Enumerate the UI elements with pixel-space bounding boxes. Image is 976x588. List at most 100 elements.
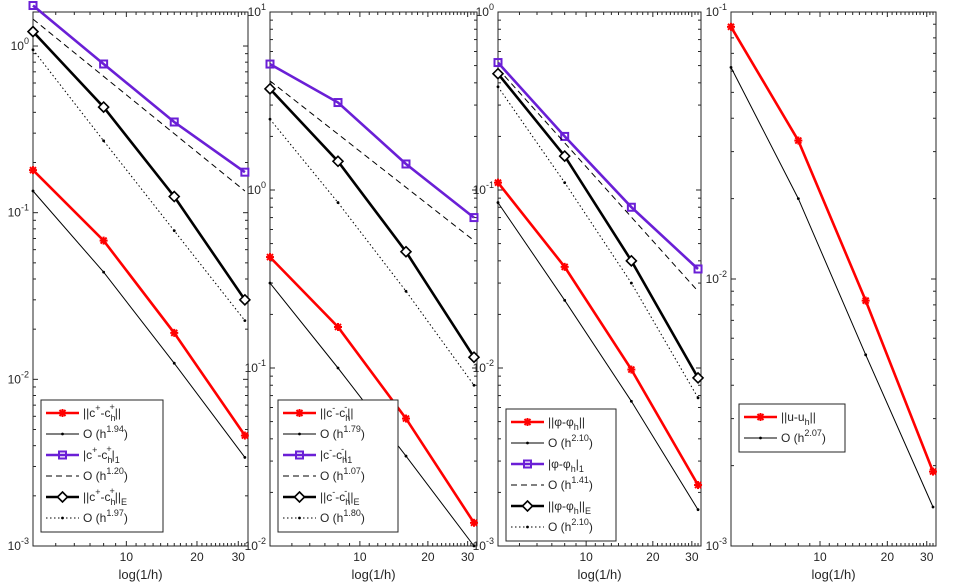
legend-marker [58,409,67,417]
data-point [727,22,735,31]
data-point [864,353,868,357]
data-point [401,159,411,169]
y-tick-label: 10-1 [245,358,266,375]
data-point [172,229,176,233]
data-point [563,181,567,185]
legend-marker [61,432,64,436]
y-tick-label: 100 [476,2,494,19]
data-point [99,236,108,245]
data-point [333,322,342,331]
series-dashed [32,18,246,192]
legend: ||u-uh||O (h2.07) [738,403,846,453]
data-point [472,383,476,387]
series-line [269,256,476,524]
data-point [696,508,700,512]
data-point [558,149,571,163]
legend-label: O (h1.07) [320,466,365,483]
legend-label: ||c+-ch+||E [83,486,127,507]
series-line [32,18,246,192]
legend-label: O (h1.79) [320,424,365,441]
x-axis-label: log(1/h) [577,567,621,582]
data-point [472,544,476,548]
data-point [629,399,633,403]
x-axis-label: log(1/h) [811,567,855,582]
x-axis-label: log(1/h) [351,567,395,582]
legend-label: |c+-ch+|1 [83,444,120,465]
y-tick-label: 10-2 [706,269,727,286]
legend-item: O (h1.41) [511,475,593,492]
series-black [491,67,705,385]
data-point [693,264,703,274]
legend-marker [526,441,529,445]
data-point [170,328,179,337]
series-line [497,202,699,510]
legend-item: ||c+-ch+|| [46,402,121,423]
legend-marker [526,525,529,529]
data-point [102,270,106,274]
legend-label: O (h1.41) [548,475,593,492]
legend-label: ||φ-φh|| [548,415,585,432]
x-tick-label: 20 [881,550,895,564]
legend-label: O (h2.07) [781,428,826,445]
data-point [496,85,500,89]
y-tick-label: 10-1 [706,2,727,19]
legend-label: ||c+-ch+|| [83,402,121,423]
data-point [265,59,275,69]
series-line [32,190,246,458]
data-point [931,505,935,509]
data-point [404,454,408,458]
data-point [238,293,251,306]
data-point [626,202,636,212]
x-tick-label: 30 [232,550,246,564]
legend-item: O (h2.10) [511,517,593,534]
x-tick-label: 10 [353,550,367,564]
legend-label: |c--ch-|1 [320,444,352,465]
series-ref [729,66,935,509]
series-line [496,72,700,379]
series-dotted [268,117,476,387]
legend-box [505,408,617,542]
series-red [266,253,478,527]
legend-item: |c--ch-|1 [283,444,352,465]
legend-marker [61,516,64,520]
x-tick-label: 20 [646,550,660,564]
y-tick-label: 10-3 [8,536,29,553]
data-point [929,467,938,476]
data-point [491,67,505,80]
series-line [497,61,699,270]
legend-marker [58,450,67,460]
legend-marker [295,409,304,417]
data-point [694,481,703,490]
legend-label: O (h1.97) [83,508,128,525]
x-tick-label: 30 [685,550,699,564]
data-point [467,351,481,364]
legend: ||c+-ch+||O (h1.94) |c+-ch+|1O (h1.20) ||c… [40,399,164,533]
y-tick-label: 10-2 [245,536,266,553]
series-purple [265,59,479,223]
legend-marker [523,418,532,426]
data-point [26,25,40,38]
series-line [497,86,699,399]
y-tick-label: 10-3 [473,536,494,553]
data-point [861,296,870,305]
y-tick-label: 10-1 [473,180,494,197]
series-line [269,88,476,358]
y-tick-label: 10-2 [8,369,29,386]
y-tick-label: 10-1 [8,203,29,220]
series-red [29,166,249,440]
data-point [31,48,35,52]
legend-item: O (h1.20) [46,466,128,483]
data-point [560,262,569,271]
data-point [28,1,38,11]
data-point [729,66,733,69]
data-point [625,254,638,267]
data-point [627,365,636,374]
legend-label: ||u-uh|| [781,410,816,427]
data-point [172,361,176,365]
data-point [794,136,803,145]
legend-marker [298,516,301,520]
legend-marker [521,499,534,513]
legend: ||φ-φh||O (h2.10)|φ-φh|1O (h1.41)||φ-φh|… [505,408,617,542]
